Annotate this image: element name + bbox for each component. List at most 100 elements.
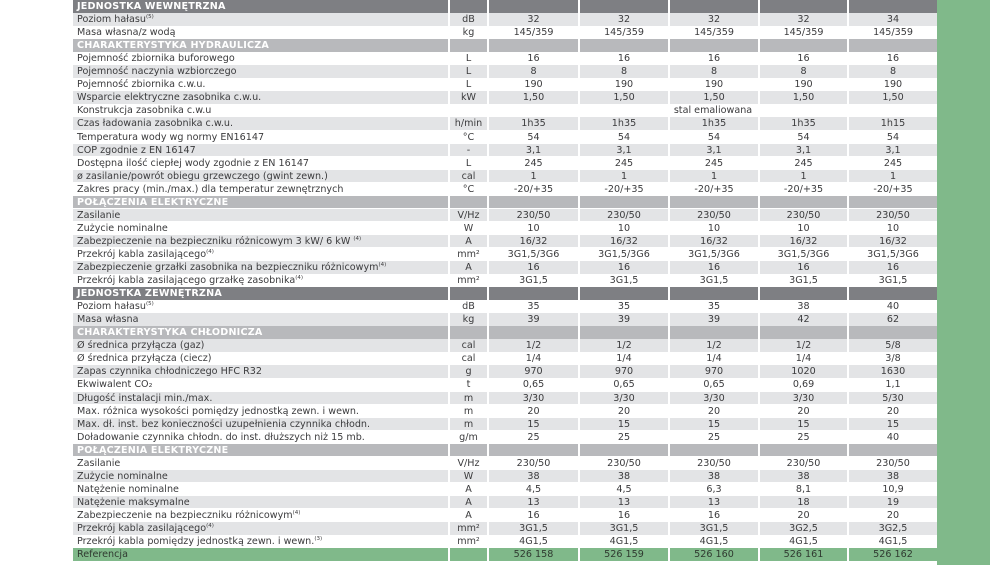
unit-cell <box>450 104 487 117</box>
value-cell: 145/359 <box>760 26 847 39</box>
value-cell-text: 3G1,5 <box>609 523 639 534</box>
value-cell-text: 3G1,5/3G6 <box>688 248 740 260</box>
value-cell-text: 1,50 <box>522 92 545 104</box>
unit-cell <box>450 0 487 13</box>
value-cell-text: 16 <box>797 53 810 65</box>
value-cell-text: 20 <box>617 405 631 417</box>
value-cell: 16 <box>489 52 578 65</box>
table-row: Konstrukcja zasobnika c.w.u stal emaliowa… <box>73 104 937 117</box>
value-cell: 526 160 <box>670 548 758 561</box>
unit-cell-text: °C <box>462 183 475 195</box>
value-cell-text: 3,1 <box>706 144 722 156</box>
value-cell <box>670 287 758 300</box>
value-cell: 54 <box>489 130 578 143</box>
value-cell <box>489 0 578 13</box>
value-cell: 16/32 <box>580 234 668 248</box>
value-cell-text: 35 <box>527 301 540 313</box>
unit-cell: g <box>450 365 487 378</box>
value-cell <box>760 443 847 457</box>
value-cell-text: 1,1 <box>885 379 901 391</box>
value-cell <box>489 326 578 339</box>
value-cell-text: 230/50 <box>786 457 821 469</box>
value-cell: 25 <box>489 430 578 444</box>
value-cell-text: 3G1,5 <box>789 275 818 287</box>
value-cell-text: 3G1,5/3G6 <box>777 248 830 260</box>
value-cell-text: 1/4 <box>525 353 542 365</box>
value-cell: 1h35 <box>489 117 578 130</box>
value-cell-text: 190 <box>883 79 903 91</box>
value-cell: 20 <box>670 404 758 418</box>
value-cell-text: 230/50 <box>697 457 731 469</box>
unit-cell: L <box>450 65 487 78</box>
row-label: Zużycie nominalne <box>73 469 448 483</box>
value-cell: 38 <box>670 469 758 483</box>
footnote-marker: (5) <box>145 14 154 21</box>
value-cell: 16 <box>670 261 758 274</box>
value-cell: 1630 <box>849 365 937 378</box>
value-cell: 3G1,5 <box>849 274 937 287</box>
spec-table: JEDNOSTKA WEWNĘTRZNA Poziom hałasu(5) dB 32… <box>73 0 937 565</box>
footnote-marker: (4) <box>378 262 387 268</box>
table-row: Ø średnica przyłącza (gaz) cal 1/2 1/2 1/2 1/… <box>73 339 937 352</box>
row-label-text: Pojemność zbiornika buforowego <box>77 53 235 65</box>
value-cell-text: 1630 <box>880 366 906 378</box>
value-cell-text: 16 <box>527 262 540 273</box>
row-label-text: Przekrój kabla zasilającego <box>77 523 207 534</box>
row-label-text: Długość instalacji min./max. <box>77 392 213 404</box>
value-cell: 1h35 <box>670 117 758 130</box>
value-cell: 1,50 <box>670 91 758 104</box>
value-cell <box>580 0 668 13</box>
unit-cell-text: kg <box>462 27 475 39</box>
value-cell: 3G1,5/3G6 <box>489 247 578 261</box>
footnote-marker: (5) <box>145 301 154 308</box>
value-cell: 40 <box>849 430 937 444</box>
row-label-text: Zabezpieczenie na bezpieczniku różnicowy… <box>77 509 293 521</box>
value-cell-text: 1/4 <box>616 353 632 365</box>
value-cell-text: 10 <box>797 222 810 234</box>
row-label-text: Masa własna/z wodą <box>77 27 176 39</box>
value-cell-text: 8 <box>620 66 628 78</box>
value-cell-text: 4G1,5 <box>609 536 639 548</box>
value-cell: 230/50 <box>760 208 847 222</box>
unit-cell: m <box>450 417 487 431</box>
value-cell: 1h15 <box>849 117 937 130</box>
value-cell-text: 230/50 <box>516 457 551 469</box>
value-cell: 190 <box>489 78 578 91</box>
value-cell: 190 <box>580 78 668 91</box>
row-label-text: Doładowanie czynnika chłodn. do inst. dł… <box>77 431 365 443</box>
unit-cell-text: g <box>465 366 472 378</box>
row-label: Zabezpieczenie na bezpieczniku różnicowy… <box>73 508 448 522</box>
value-cell-text: 190 <box>704 79 724 91</box>
value-cell: 245 <box>670 156 758 170</box>
row-label: Zakres pracy (min./max.) dla temperatur … <box>73 182 448 196</box>
unit-cell <box>450 443 487 457</box>
value-cell-text: 15 <box>886 418 900 430</box>
unit-cell: - <box>450 143 487 157</box>
table-row: Temperatura wody wg normy EN16147 °C 54 54 5… <box>73 130 937 144</box>
value-cell <box>580 39 668 52</box>
unit-cell: A <box>450 234 487 248</box>
value-cell: 0,65 <box>670 378 758 391</box>
value-cell-text: 54 <box>797 131 810 143</box>
value-cell-text: -20/+35 <box>513 183 554 195</box>
value-cell: 3G1,5 <box>489 274 578 287</box>
value-cell: 38 <box>580 469 668 483</box>
value-cell: 0,65 <box>580 378 668 391</box>
value-cell: 35 <box>670 300 758 313</box>
row-label: Masa własna <box>73 313 448 326</box>
row-label-text: Ø średnica przyłącza (ciecz) <box>77 353 212 365</box>
value-cell: 38 <box>760 469 847 483</box>
value-cell-text: 0,69 <box>792 379 815 391</box>
value-cell: 13 <box>489 495 578 509</box>
value-cell-text: 15 <box>797 418 810 430</box>
row-label: CHARAKTERYSTYKA HYDRAULICZA <box>73 39 448 52</box>
value-cell-text: -20/+35 <box>783 183 824 195</box>
row-label-text: Ekwiwalent CO₂ <box>77 379 153 391</box>
value-cell: 8 <box>760 65 847 78</box>
unit-cell: m <box>450 404 487 418</box>
row-label: Długość instalacji min./max. <box>73 391 448 404</box>
value-cell: 10 <box>489 221 578 235</box>
row-label-text: Zabezpieczenie na bezpieczniku różnicowy… <box>77 235 354 247</box>
row-label: Zabezpieczenie na bezpieczniku różnicowy… <box>73 234 448 248</box>
value-cell: 10 <box>580 221 668 235</box>
